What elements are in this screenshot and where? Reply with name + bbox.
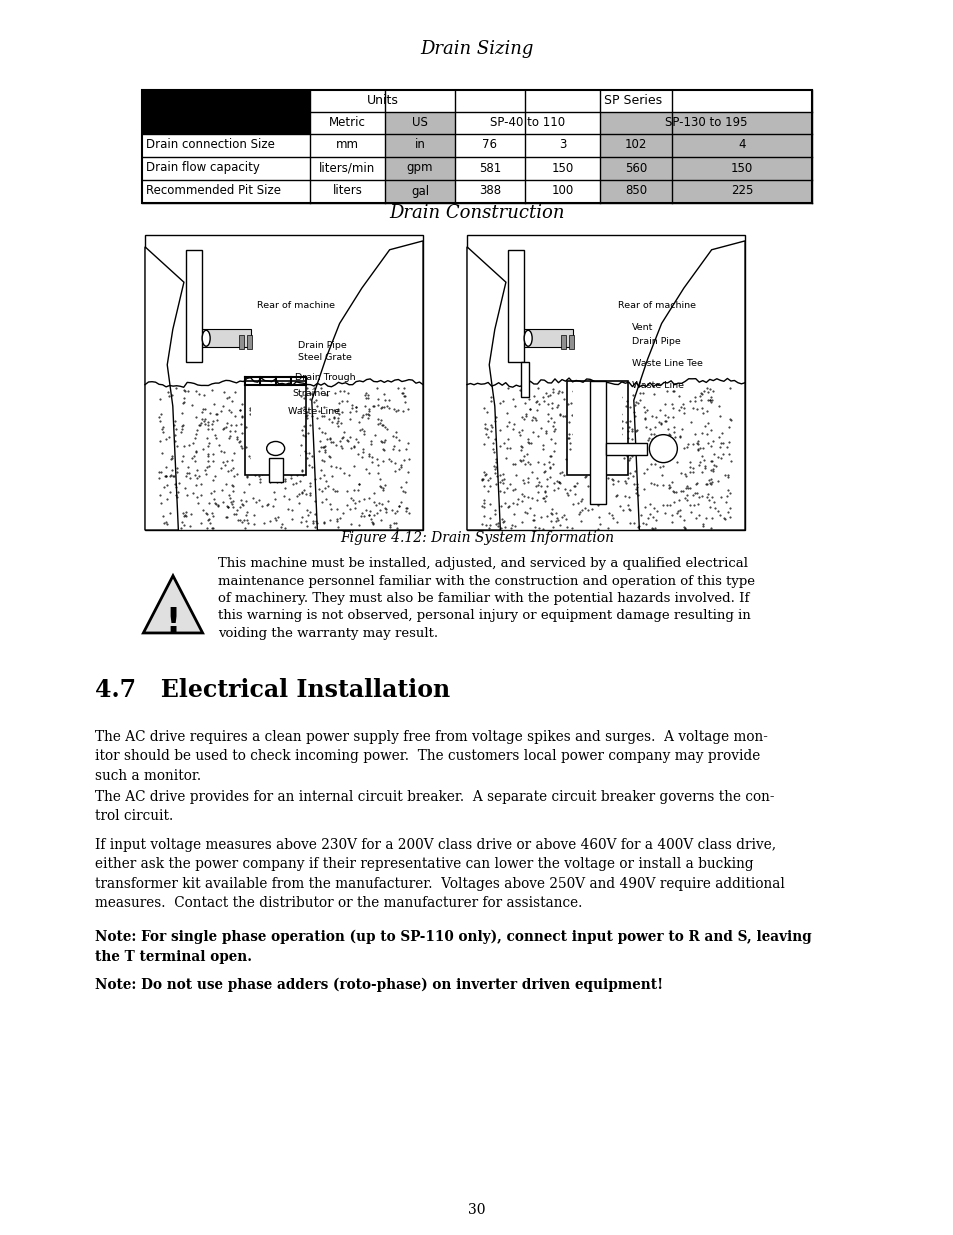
Text: 3: 3	[558, 138, 565, 152]
Text: gpm: gpm	[406, 162, 433, 174]
Bar	[508, 249, 524, 362]
Bar	[247, 335, 252, 350]
Polygon shape	[143, 576, 202, 634]
Bar	[573, 387, 621, 475]
Text: Metric: Metric	[329, 116, 366, 130]
Polygon shape	[633, 241, 744, 530]
Text: Recommended Pit Size: Recommended Pit Size	[146, 184, 281, 198]
Text: Steel Grate: Steel Grate	[297, 353, 352, 363]
Text: The AC drive requires a clean power supply free from voltage spikes and surges. : The AC drive requires a clean power supp…	[95, 730, 767, 783]
Polygon shape	[312, 241, 422, 530]
Bar	[569, 335, 574, 350]
Text: Units: Units	[366, 95, 398, 107]
Text: 102: 102	[624, 138, 646, 152]
Text: 150: 150	[730, 162, 752, 174]
Bar	[142, 90, 310, 135]
Ellipse shape	[267, 441, 284, 456]
Bar	[385, 112, 455, 135]
Bar	[190, 330, 251, 347]
Bar	[589, 380, 605, 504]
Text: gal: gal	[411, 184, 429, 198]
Text: Drain flow capacity: Drain flow capacity	[146, 162, 259, 174]
Text: SP-130 to 195: SP-130 to 195	[664, 116, 746, 130]
Bar	[239, 335, 244, 350]
Text: 150: 150	[551, 162, 573, 174]
Text: Drain Pipe: Drain Pipe	[297, 341, 346, 350]
Text: Rear of machine: Rear of machine	[618, 300, 696, 310]
Text: Drain connection Size: Drain connection Size	[146, 138, 274, 152]
Text: 850: 850	[624, 184, 646, 198]
Text: mm: mm	[335, 138, 358, 152]
Bar	[511, 330, 573, 347]
Text: 4: 4	[738, 138, 745, 152]
Text: 76: 76	[482, 138, 497, 152]
Text: in: in	[415, 138, 425, 152]
Text: 100: 100	[551, 184, 573, 198]
Bar	[566, 380, 628, 475]
Text: The AC drive provides for an internal circuit breaker.  A separate circuit break: The AC drive provides for an internal ci…	[95, 790, 774, 824]
Bar	[599, 112, 811, 135]
Bar	[245, 380, 306, 475]
Text: US: US	[412, 116, 428, 130]
Bar	[269, 458, 282, 482]
Text: Rear of machine: Rear of machine	[256, 300, 335, 310]
Text: !: !	[165, 605, 180, 638]
Text: Waste Line: Waste Line	[631, 382, 683, 390]
Ellipse shape	[202, 330, 210, 346]
Text: liters: liters	[333, 184, 362, 198]
Text: 581: 581	[478, 162, 500, 174]
Text: Note: Do not use phase adders (roto-phase) on inverter driven equipment!: Note: Do not use phase adders (roto-phas…	[95, 978, 662, 993]
Polygon shape	[145, 247, 184, 530]
Polygon shape	[467, 247, 505, 530]
Text: Vent: Vent	[631, 322, 653, 331]
Text: Drain Trough: Drain Trough	[294, 373, 355, 382]
Bar	[560, 335, 565, 350]
Text: Drain Construction: Drain Construction	[389, 204, 564, 222]
Text: Waste Line Tee: Waste Line Tee	[631, 358, 702, 368]
Text: This machine must be installed, adjusted, and serviced by a qualified electrical: This machine must be installed, adjusted…	[218, 557, 754, 640]
Text: 225: 225	[730, 184, 753, 198]
Text: Figure 4.12: Drain System Information: Figure 4.12: Drain System Information	[339, 531, 614, 545]
Ellipse shape	[523, 330, 532, 346]
Bar	[385, 135, 455, 203]
Text: SP Series: SP Series	[604, 95, 662, 107]
Bar	[520, 362, 529, 398]
Text: Note: For single phase operation (up to SP-110 only), connect input power to R a: Note: For single phase operation (up to …	[95, 930, 811, 963]
Text: Waste Line: Waste Line	[288, 406, 339, 415]
Text: 4.7   Electrical Installation: 4.7 Electrical Installation	[95, 678, 450, 701]
Text: 388: 388	[478, 184, 500, 198]
Text: Strainer: Strainer	[292, 389, 330, 399]
Bar	[186, 249, 202, 362]
Text: 560: 560	[624, 162, 646, 174]
Bar	[145, 235, 422, 530]
Text: Drain Sizing: Drain Sizing	[420, 40, 533, 58]
Bar	[605, 442, 647, 454]
Bar	[142, 90, 811, 203]
Bar	[599, 135, 811, 203]
Text: liters/min: liters/min	[319, 162, 375, 174]
Ellipse shape	[649, 435, 677, 463]
Text: SP-40 to 110: SP-40 to 110	[490, 116, 564, 130]
Bar	[251, 387, 300, 475]
Text: If input voltage measures above 230V for a 200V class drive or above 460V for a : If input voltage measures above 230V for…	[95, 839, 784, 910]
Text: 30: 30	[468, 1203, 485, 1216]
Bar	[467, 235, 744, 530]
Text: Drain Pipe: Drain Pipe	[631, 337, 680, 347]
